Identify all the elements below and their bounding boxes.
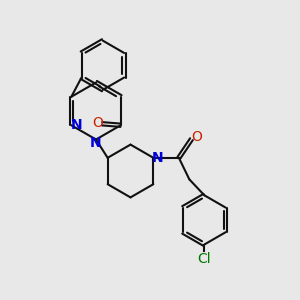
Text: N: N [71, 118, 82, 132]
Text: N: N [90, 136, 101, 150]
Text: N: N [152, 151, 164, 165]
Text: Cl: Cl [198, 252, 211, 266]
Text: O: O [191, 130, 202, 144]
Text: O: O [92, 116, 103, 130]
